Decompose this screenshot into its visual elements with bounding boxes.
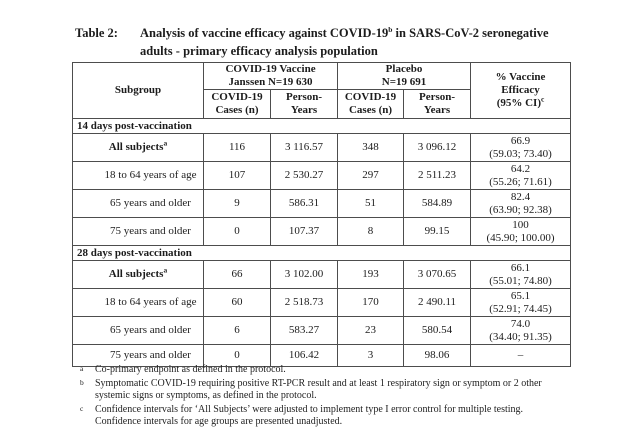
vaccine-person-years-cell: 107.37: [269, 217, 339, 246]
placebo-person-years-cell: 3 096.12: [403, 133, 472, 162]
table-row-18-64-14d: 18 to 64 years of age 107 2 530.27 297 2…: [72, 161, 572, 190]
col-header-vaccine-cases: COVID-19 Cases (n): [203, 89, 271, 119]
table-title-label: Table 2:: [75, 26, 118, 40]
col-header-vaccine-person-years: Person- Years: [269, 89, 339, 119]
group-header-placebo: Placebo N=19 691: [337, 62, 472, 90]
efficacy-cell: 74.0 (34.40; 91.35): [470, 316, 572, 345]
table-row-65-older-14d: 65 years and older 9 586.31 51 584.89 82…: [72, 189, 572, 218]
placebo-person-years-cell: 2 511.23: [403, 161, 472, 190]
placebo-cases-cell: 3: [337, 344, 405, 367]
vaccine-person-years-cell: 583.27: [269, 316, 339, 345]
vaccine-cases-cell: 6: [203, 316, 271, 345]
vaccine-cases-cell: 60: [203, 288, 271, 317]
placebo-person-years-cell: 580.54: [403, 316, 472, 345]
vaccine-cases-cell: 9: [203, 189, 271, 218]
col-header-placebo-cases: COVID-19 Cases (n): [337, 89, 405, 119]
placebo-cases-cell: 51: [337, 189, 405, 218]
subgroup-cell: 65 years and older: [72, 189, 204, 218]
vaccine-cases-cell: 0: [203, 344, 271, 367]
efficacy-cell: 64.2 (55.26; 71.61): [470, 161, 572, 190]
section-row-28-days: 28 days post-vaccination: [71, 245, 572, 261]
header-row-groups: Subgroup COVID-19 Vaccine Janssen N=19 6…: [72, 62, 572, 119]
efficacy-cell: 100 (45.90; 100.00): [470, 217, 572, 246]
title-superscript: b: [388, 24, 393, 34]
section-header: 14 days post-vaccination: [71, 118, 572, 134]
footnote-c: c Confidence intervals for ‘All Subjects…: [74, 404, 584, 429]
section-row-14-days: 14 days post-vaccination: [71, 118, 572, 134]
row-superscript: a: [163, 138, 168, 148]
table-row-75-older-14d: 75 years and older 0 107.37 8 99.15 100 …: [72, 217, 572, 246]
table-row-65-older-28d: 65 years and older 6 583.27 23 580.54 74…: [72, 316, 572, 345]
placebo-cases-cell: 348: [337, 133, 405, 162]
vaccine-cases-cell: 116: [203, 133, 271, 162]
table-title: Table 2: Analysis of vaccine efficacy ag…: [75, 24, 580, 60]
placebo-cases-cell: 193: [337, 260, 405, 289]
table-title-text: Analysis of vaccine efficacy against COV…: [140, 24, 580, 60]
efficacy-cell: 82.4 (63.90; 92.38): [470, 189, 572, 218]
footnote-a: a Co-primary endpoint as defined in the …: [74, 364, 584, 377]
footnote-marker-c: c: [80, 403, 84, 413]
placebo-person-years-cell: 584.89: [403, 189, 472, 218]
footnote-text: Co-primary endpoint as defined in the pr…: [95, 364, 286, 375]
table-row-18-64-28d: 18 to 64 years of age 60 2 518.73 170 2 …: [72, 288, 572, 317]
efficacy-cell: –: [470, 344, 572, 367]
col-header-subgroup: Subgroup: [72, 62, 204, 119]
vaccine-person-years-cell: 2 518.73: [269, 288, 339, 317]
efficacy-header-superscript: c: [541, 94, 545, 104]
placebo-person-years-cell: 2 490.11: [403, 288, 472, 317]
subgroup-cell: 18 to 64 years of age: [72, 161, 204, 190]
table-row-all-subjects-28d: All subjectsa 66 3 102.00 193 3 070.65 6…: [72, 260, 572, 289]
row-superscript: a: [163, 265, 168, 275]
efficacy-table: Subgroup COVID-19 Vaccine Janssen N=19 6…: [71, 62, 572, 367]
table-title-line1: Analysis of vaccine efficacy against COV…: [140, 24, 549, 40]
efficacy-cell: 66.1 (55.01; 74.80): [470, 260, 572, 289]
placebo-cases-cell: 8: [337, 217, 405, 246]
placebo-cases-cell: 23: [337, 316, 405, 345]
footnotes: a Co-primary endpoint as defined in the …: [74, 364, 584, 430]
placebo-cases-cell: 170: [337, 288, 405, 317]
vaccine-person-years-cell: 3 102.00: [269, 260, 339, 289]
subgroup-cell: 75 years and older: [72, 344, 204, 367]
col-header-efficacy: % Vaccine Efficacy (95% CI)c: [470, 62, 572, 119]
vaccine-person-years-cell: 586.31: [269, 189, 339, 218]
vaccine-person-years-cell: 106.42: [269, 344, 339, 367]
vaccine-person-years-cell: 2 530.27: [269, 161, 339, 190]
footnote-marker-a: a: [80, 364, 84, 373]
placebo-cases-cell: 297: [337, 161, 405, 190]
subgroup-cell: 65 years and older: [72, 316, 204, 345]
placebo-person-years-cell: 3 070.65: [403, 260, 472, 289]
subgroup-cell: 18 to 64 years of age: [72, 288, 204, 317]
subgroup-cell: 75 years and older: [72, 217, 204, 246]
subgroup-cell: All subjectsa: [72, 133, 204, 162]
table-row-75-older-28d: 75 years and older 0 106.42 3 98.06 –: [72, 344, 572, 367]
subgroup-cell: All subjectsa: [72, 260, 204, 289]
efficacy-cell: 66.9 (59.03; 73.40): [470, 133, 572, 162]
efficacy-cell: 65.1 (52.91; 74.45): [470, 288, 572, 317]
table-title-line2: adults - primary efficacy analysis popul…: [140, 44, 378, 58]
col-header-placebo-person-years: Person- Years: [403, 89, 472, 119]
vaccine-cases-cell: 66: [203, 260, 271, 289]
section-header: 28 days post-vaccination: [71, 245, 572, 261]
header-row-columns: COVID-19 Cases (n) Person- Years COVID-1…: [73, 89, 571, 119]
table-row-all-subjects-14d: All subjectsa 116 3 116.57 348 3 096.12 …: [72, 133, 572, 162]
footnote-text: Confidence intervals for ‘All Subjects’ …: [95, 403, 524, 428]
vaccine-cases-cell: 107: [203, 161, 271, 190]
placebo-person-years-cell: 99.15: [403, 217, 472, 246]
footnote-text: Symptomatic COVID-19 requiring positive …: [95, 377, 542, 402]
footnote-b: b Symptomatic COVID-19 requiring positiv…: [74, 378, 584, 403]
vaccine-person-years-cell: 3 116.57: [269, 133, 339, 162]
group-header-vaccine: COVID-19 Vaccine Janssen N=19 630: [202, 62, 339, 90]
vaccine-cases-cell: 0: [203, 217, 271, 246]
footnote-marker-b: b: [80, 377, 84, 387]
